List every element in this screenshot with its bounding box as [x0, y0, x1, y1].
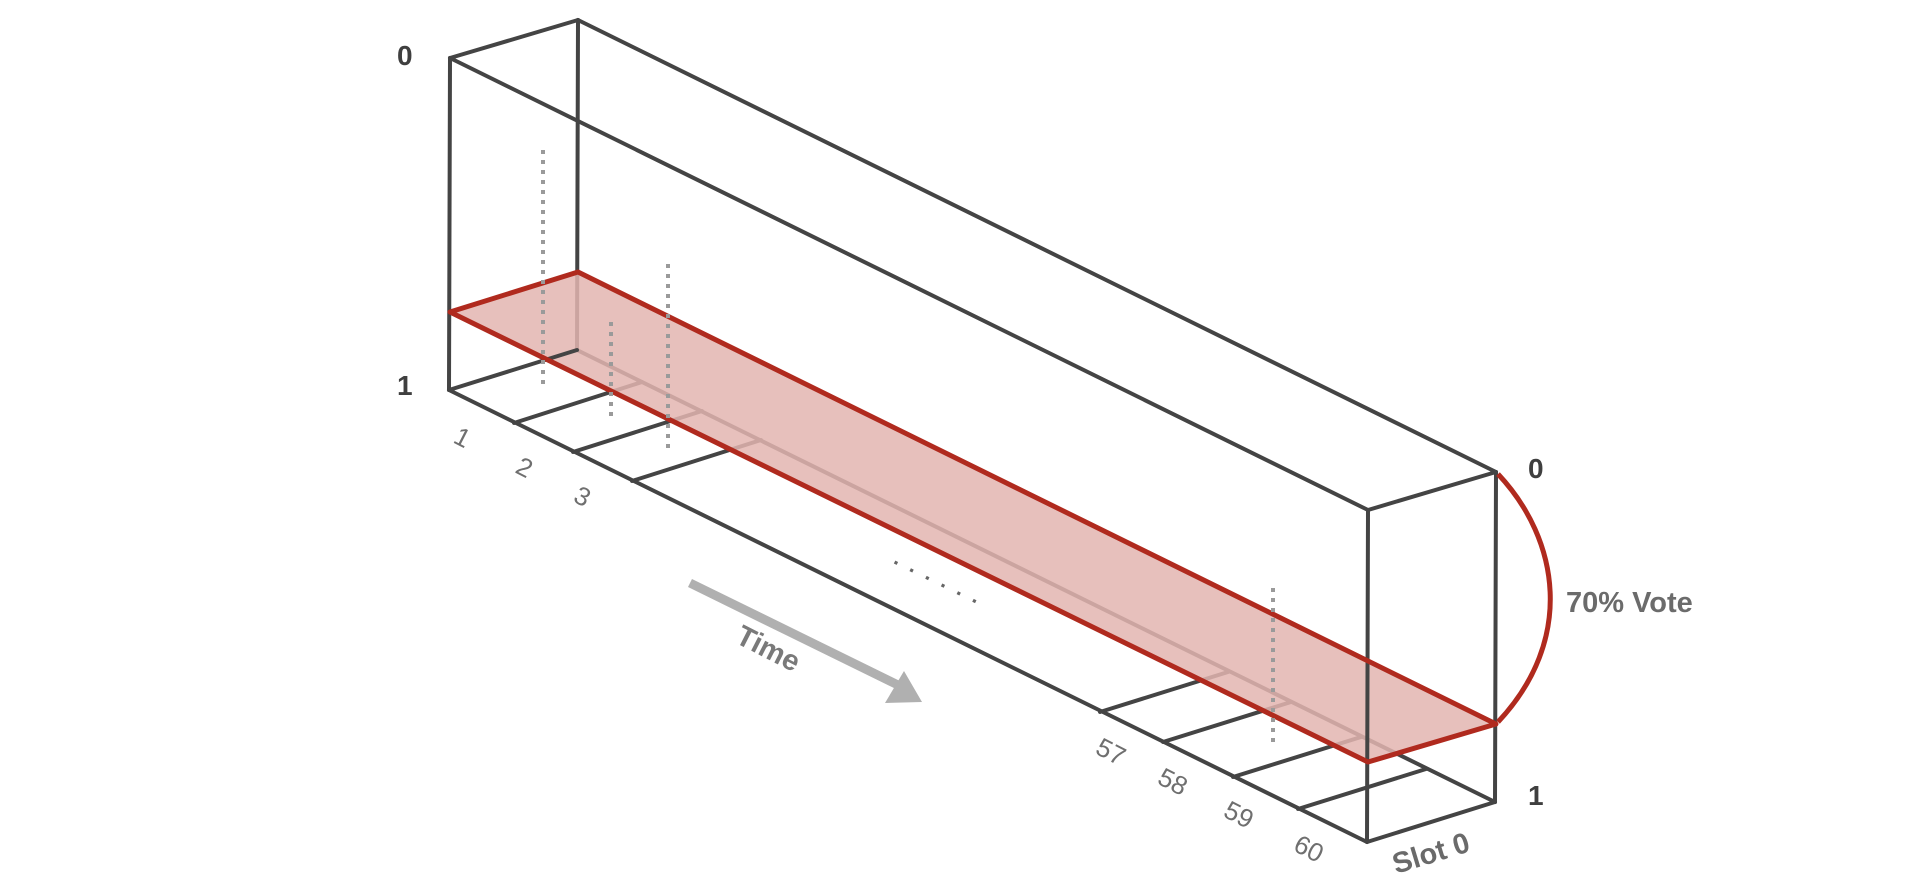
- slot-number: 1: [449, 421, 476, 454]
- left-top-label: 0: [397, 40, 413, 71]
- slot-number: 58: [1153, 762, 1192, 802]
- time-label: Time: [731, 620, 805, 679]
- left-bottom-label: 1: [397, 370, 413, 401]
- vote-markers: [541, 150, 1275, 746]
- slot-number: 60: [1289, 829, 1328, 869]
- vote-plane-outline: [447, 269, 1499, 765]
- time-arrow-icon: [688, 578, 922, 703]
- right-bottom-label: 1: [1528, 780, 1544, 811]
- slot-number: 3: [569, 480, 596, 513]
- slot-number: 59: [1219, 795, 1258, 835]
- box-back-edges: [448, 18, 1498, 512]
- vote-plane: [450, 272, 1496, 762]
- slot-numbers-start: 1 2 3: [449, 421, 596, 513]
- vote-bracket-curve: [1496, 472, 1553, 724]
- slot-number: 57: [1091, 732, 1130, 772]
- vote-label: 70% Vote: [1566, 587, 1693, 619]
- right-top-label: 0: [1528, 453, 1544, 484]
- slot-label: Slot 0: [1389, 827, 1474, 881]
- box-front-edges: [447, 56, 1498, 844]
- slot-numbers-end: 57 58 59 60: [1091, 732, 1328, 869]
- slot-number: 2: [511, 451, 538, 484]
